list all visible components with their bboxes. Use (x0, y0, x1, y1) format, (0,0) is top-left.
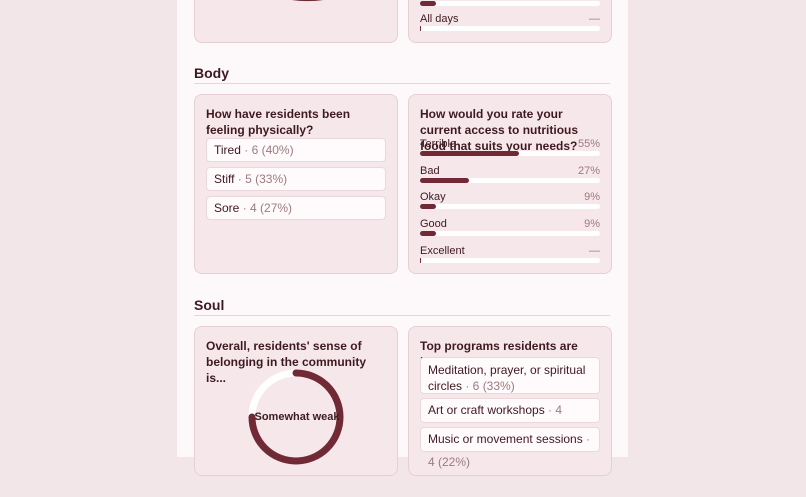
report-page: All days — Body How have residents been … (177, 0, 628, 476)
belonging-donut-chart (248, 369, 344, 465)
list-item: Music or movement sessions · 4 (22%) (420, 427, 600, 469)
list-item: Sore · 4 (27%) (206, 196, 386, 220)
rating-percent: 9% (584, 191, 600, 204)
rating-label: Terrible (420, 138, 457, 150)
all-days-fill (420, 26, 421, 31)
rating-label: Bad (420, 164, 440, 177)
all-days-pct: — (589, 13, 600, 25)
rating-bar-fill (420, 151, 519, 156)
section-divider (194, 83, 610, 84)
list-item: Art or craft workshops · 4 (22%) (420, 398, 600, 440)
list-item: Stiff · 5 (33%) (206, 167, 386, 191)
prior-chart-card (194, 0, 398, 43)
list-item: Meditation, prayer, or spiritual circles… (420, 357, 600, 394)
section-title-body: Body (194, 65, 229, 81)
belonging-donut-arc (248, 369, 344, 465)
rating-row-okay: Okay 9% (420, 191, 600, 217)
rating-bar-track (420, 257, 600, 263)
programs-card: Top programs residents are interested in… (408, 326, 612, 476)
all-days-label: All days (420, 13, 459, 25)
rating-bar-fill (420, 204, 437, 210)
feeling-question: How have residents been feeling physical… (206, 107, 351, 137)
rating-percent: 9% (584, 218, 600, 231)
rating-bar-track (420, 151, 600, 156)
rating-row-terrible: Terrible 55% (420, 138, 600, 164)
rating-label: Okay (420, 191, 446, 204)
rating-percent: — (589, 244, 600, 257)
rating-row-excellent: Excellent — (420, 245, 600, 271)
belonging-center-label: Somewhat weak (254, 411, 340, 423)
list-item: Tired · 6 (40%) (206, 138, 386, 162)
feeling-card: How have residents been feeling physical… (194, 94, 398, 274)
rating-bar-track (420, 231, 600, 237)
prior-bars-card: All days — (408, 0, 612, 43)
rating-row-bad: Bad 27% (420, 165, 600, 191)
prior-donut-chart (292, 0, 323, 2)
all-days-track (420, 26, 600, 31)
rating-bar-fill (420, 177, 469, 183)
rating-label: Good (420, 218, 447, 231)
rating-bar-fill (420, 231, 437, 237)
prior-bar-track (420, 1, 600, 6)
rating-row-good: Good 9% (420, 218, 600, 244)
belonging-card: Overall, residents' sense of belonging i… (194, 326, 398, 476)
section-divider (194, 315, 610, 316)
rating-bar-track (420, 177, 600, 183)
belonging-question: Overall, residents' sense of belonging i… (206, 339, 366, 385)
food-question: How would you rate your current access t… (420, 107, 579, 153)
food-card: How would you rate your current access t… (408, 94, 612, 274)
rating-percent: 27% (577, 164, 600, 177)
all-days-row: All days — (420, 13, 600, 39)
rating-label: Excellent (420, 244, 465, 257)
rating-percent: 55% (577, 138, 600, 150)
rating-bar-track (420, 204, 600, 210)
section-title-soul: Soul (194, 297, 225, 313)
rating-bar-fill (420, 257, 421, 263)
